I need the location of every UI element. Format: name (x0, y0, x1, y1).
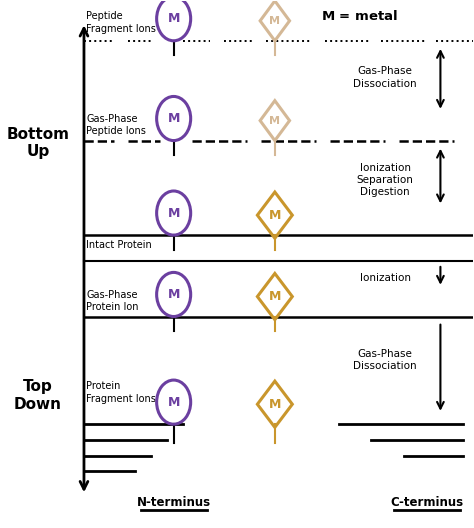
Text: Gas-Phase
Dissociation: Gas-Phase Dissociation (354, 67, 417, 89)
Text: M: M (167, 12, 180, 25)
Text: C-terminus: C-terminus (390, 496, 463, 510)
Text: M: M (167, 112, 180, 125)
Text: N-terminus: N-terminus (137, 496, 211, 510)
Text: Ionization: Ionization (360, 274, 411, 284)
Text: Gas-Phase
Protein Ion: Gas-Phase Protein Ion (86, 289, 139, 312)
Text: M: M (269, 209, 281, 222)
Text: M: M (167, 206, 180, 220)
Text: Top
Down: Top Down (14, 379, 62, 411)
Text: Gas-Phase
Dissociation: Gas-Phase Dissociation (354, 348, 417, 371)
Text: $\mathbf{M}$ = metal: $\mathbf{M}$ = metal (321, 9, 398, 23)
Text: M: M (269, 398, 281, 411)
Text: M: M (269, 16, 280, 26)
Text: Bottom
Up: Bottom Up (7, 127, 70, 159)
Text: M: M (269, 116, 280, 126)
Text: Peptide
Fragment Ions: Peptide Fragment Ions (86, 11, 156, 34)
Text: M: M (269, 290, 281, 303)
Text: Gas-Phase
Peptide Ions: Gas-Phase Peptide Ions (86, 114, 146, 136)
Text: M: M (167, 395, 180, 409)
Text: Protein
Fragment Ions: Protein Fragment Ions (86, 381, 156, 404)
Text: Ionization
Separation
Digestion: Ionization Separation Digestion (357, 163, 414, 197)
Text: Intact Protein: Intact Protein (86, 240, 152, 250)
Text: M: M (167, 288, 180, 301)
